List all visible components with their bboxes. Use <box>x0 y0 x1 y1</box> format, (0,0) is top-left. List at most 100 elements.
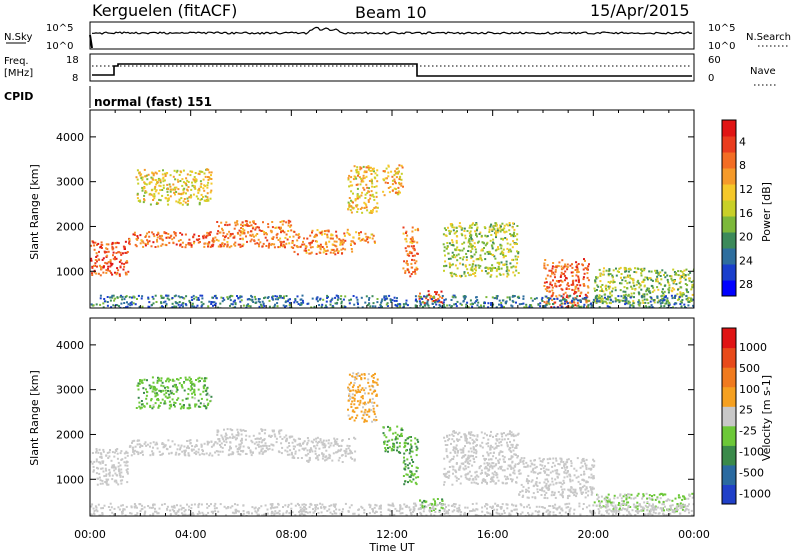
power-echo-band <box>216 220 293 249</box>
noise-trace <box>92 27 692 34</box>
cpid-label: CPID <box>4 90 33 103</box>
velocity-colorbar-tick-label: 25 <box>739 404 753 417</box>
velocity-colorbar-tick-label: 1000 <box>739 341 767 354</box>
noise-tick-high-right: 10^5 <box>708 23 735 34</box>
beam-title: Beam 10 <box>355 3 427 22</box>
velocity-colorbar-cell <box>722 484 736 504</box>
x-tick-label: 16:00 <box>477 528 509 541</box>
velocity-echo-band <box>292 437 357 463</box>
velocity-echo-band <box>129 439 217 457</box>
power-echo-band <box>136 168 213 206</box>
velocity-colorbar-cell <box>722 328 736 348</box>
power-colorbar-cell <box>722 216 736 233</box>
x-tick-label: 20:00 <box>577 528 609 541</box>
power-echo-band <box>443 222 520 278</box>
x-tick-label: 00:00 <box>74 528 106 541</box>
power-colorbar-cell <box>722 120 736 137</box>
power-colorbar-cell <box>722 232 736 249</box>
velocity-colorbar-cell <box>722 445 736 465</box>
power-colorbar-cell <box>722 136 736 153</box>
power-colorbar-tick-label: 20 <box>739 231 753 244</box>
nave-tick-low: 0 <box>708 73 714 84</box>
velocity-echo-band <box>594 493 695 513</box>
freq-unit: [MHz] <box>4 68 33 79</box>
power-echo-band <box>347 165 379 214</box>
power-colorbar-tick-label: 24 <box>739 254 753 267</box>
power-echo-band <box>594 267 696 305</box>
power-colorbar-label: Power [dB] <box>760 182 773 242</box>
velocity-colorbar-cell <box>722 465 736 485</box>
power-colorbar-cell <box>722 168 736 185</box>
freq-tick-low: 8 <box>72 73 78 84</box>
nave-tick-high: 60 <box>708 55 721 66</box>
freq-label: Freq. <box>4 56 29 67</box>
velocity-colorbar-cell <box>722 387 736 407</box>
velocity-colorbar-cell <box>722 367 736 387</box>
power-ytick-label: 4000 <box>56 131 84 144</box>
x-axis-label: Time UT <box>368 541 414 554</box>
power-colorbar-tick-label: 12 <box>739 183 753 196</box>
power-colorbar-cell <box>722 264 736 281</box>
velocity-echo-band <box>136 376 213 409</box>
power-colorbar-tick-label: 16 <box>739 207 753 220</box>
velocity-ylabel: Slant Range [km] <box>28 370 41 466</box>
power-ytick-label: 3000 <box>56 176 84 189</box>
power-echo-band <box>382 164 404 196</box>
velocity-echo-band <box>382 426 403 454</box>
power-colorbar-tick-label: 8 <box>739 159 746 172</box>
velocity-ytick-label: 3000 <box>56 384 84 397</box>
nave-label: Nave <box>750 66 776 77</box>
noise-tick-low: 10^0 <box>46 41 73 52</box>
velocity-colorbar-cell <box>722 426 736 446</box>
freq-tick-high: 18 <box>66 55 79 66</box>
power-ytick-label: 2000 <box>56 220 84 233</box>
power-colorbar-cell <box>722 152 736 169</box>
velocity-colorbar-tick-label: -25 <box>739 425 757 438</box>
power-colorbar-cell <box>722 200 736 217</box>
power-colorbar-cell <box>722 184 736 201</box>
velocity-echo-band <box>443 430 520 486</box>
power-colorbar-cell <box>722 248 736 265</box>
cpid-value: normal (fast) 151 <box>94 95 212 109</box>
power-colorbar-tick-label: 28 <box>739 278 753 291</box>
velocity-panel: 1000 2000 3000 4000 Slant Range [km] 1000 50… <box>28 318 773 518</box>
velocity-echo-band <box>403 436 419 485</box>
velocity-colorbar-tick-label: -500 <box>739 467 764 480</box>
velocity-colorbar-tick-label: 100 <box>739 383 760 396</box>
velocity-echo-band <box>90 448 129 486</box>
velocity-colorbar-tick-label: -1000 <box>739 488 771 501</box>
noise-panel: N.Sky 10^5 10^0 10^5 10^0 N.Search <box>4 22 791 52</box>
power-panel: 1000 2000 3000 4000 Slant Range [km] 4 8 12 16… <box>28 110 773 310</box>
velocity-echo-band <box>518 457 595 499</box>
x-tick-label: 12:00 <box>376 528 408 541</box>
power-echo-band <box>291 229 356 256</box>
power-colorbar-tick-label: 4 <box>739 135 746 148</box>
power-colorbar: 4 8 12 16 20 24 28 <box>722 120 753 297</box>
velocity-ytick-label: 1000 <box>56 473 84 486</box>
power-echo-band <box>128 231 216 248</box>
nsky-label: N.Sky <box>4 32 32 43</box>
velocity-colorbar-tick-label: 500 <box>739 362 760 375</box>
noise-tick-high: 10^5 <box>46 23 73 34</box>
velocity-echo-band <box>347 372 379 423</box>
velocity-ytick-label: 2000 <box>56 428 84 441</box>
x-tick-label: 00:00 <box>678 528 710 541</box>
power-ylabel: Slant Range [km] <box>28 164 41 260</box>
power-echo-band <box>543 258 590 309</box>
velocity-colorbar-cell <box>722 348 736 368</box>
velocity-ytick-label: 4000 <box>56 339 84 352</box>
velocity-colorbar-cell <box>722 406 736 426</box>
noise-tick-low-right: 10^0 <box>708 41 735 52</box>
power-colorbar-cell <box>722 280 736 297</box>
velocity-echo-band <box>419 498 444 512</box>
power-echo-band <box>355 231 376 244</box>
velocity-colorbar-label: Velocity [m s-1] <box>760 375 773 461</box>
power-ytick-label: 1000 <box>56 265 84 278</box>
velocity-echo-band <box>216 428 293 456</box>
nsearch-label: N.Search <box>746 32 791 43</box>
station-title: Kerguelen (fitACF) <box>92 1 237 20</box>
x-tick-label: 04:00 <box>175 528 207 541</box>
date-title: 15/Apr/2015 <box>590 1 690 20</box>
